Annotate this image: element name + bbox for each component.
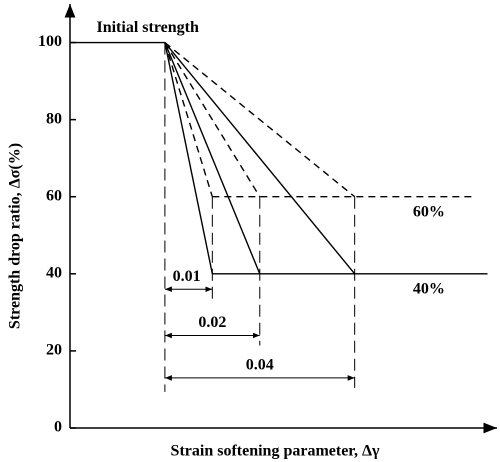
line-series: [164, 42, 356, 275]
y-tick-label: 80: [46, 110, 62, 127]
annotation: Initial strength: [96, 19, 198, 36]
line-series: [164, 42, 261, 198]
y-tick-label: 40: [46, 264, 62, 281]
dimension-label: 0.04: [246, 357, 274, 374]
dimension-label: 0.02: [198, 314, 226, 331]
y-tick-label: 100: [38, 33, 62, 50]
line-series: [164, 42, 214, 274]
dimension-label: 0.01: [173, 268, 201, 285]
y-tick-label: 20: [46, 342, 62, 359]
line-series: [164, 42, 261, 275]
line-series: [164, 42, 356, 198]
y-tick-label: 60: [46, 187, 62, 204]
y-tick-label: 0: [54, 419, 62, 436]
annotation: 40%: [413, 280, 445, 297]
x-axis-label: Strain softening parameter, Δγ: [171, 443, 380, 460]
line-series: [164, 42, 214, 197]
annotation: 60%: [413, 203, 445, 220]
y-axis-label: Strength drop ratio, Δσ(%): [7, 143, 24, 329]
